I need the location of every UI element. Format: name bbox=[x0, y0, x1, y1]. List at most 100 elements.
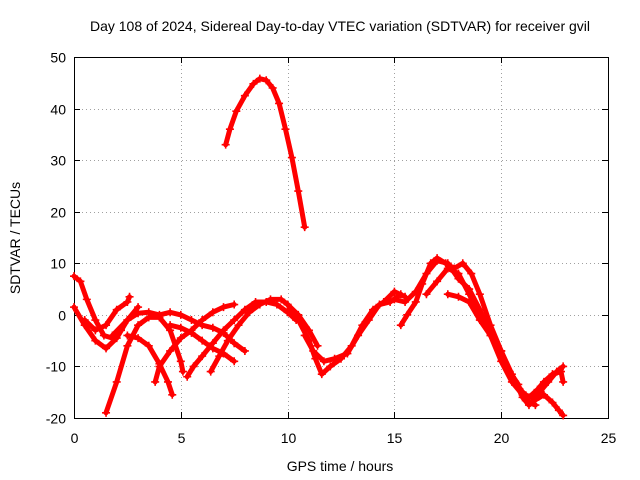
data-point bbox=[281, 125, 290, 134]
data-point bbox=[102, 344, 111, 353]
data-point bbox=[255, 74, 264, 83]
data-point bbox=[401, 297, 410, 306]
series-arc-10 bbox=[206, 295, 322, 376]
data-point bbox=[219, 303, 228, 312]
data-point bbox=[313, 341, 322, 350]
data-point bbox=[123, 316, 132, 325]
data-point bbox=[403, 310, 412, 319]
data-point bbox=[183, 372, 192, 381]
data-point bbox=[134, 309, 143, 318]
data-point bbox=[176, 357, 185, 366]
data-point bbox=[343, 349, 352, 358]
data-point bbox=[230, 357, 239, 366]
data-point bbox=[524, 393, 533, 402]
data-point bbox=[123, 297, 132, 306]
data-point bbox=[467, 269, 476, 278]
data-point bbox=[144, 341, 153, 350]
data-point bbox=[102, 408, 111, 417]
data-point bbox=[559, 377, 568, 386]
data-point bbox=[458, 259, 467, 268]
data-point bbox=[215, 352, 224, 361]
data-point bbox=[294, 316, 303, 325]
y-tick-label: 50 bbox=[50, 50, 66, 66]
data-point bbox=[465, 290, 474, 299]
data-point bbox=[475, 290, 484, 299]
y-axis-label: SDTVAR / TECUs bbox=[7, 182, 23, 294]
data-point bbox=[151, 377, 160, 386]
data-point bbox=[539, 390, 548, 399]
data-point bbox=[277, 295, 286, 304]
data-point bbox=[422, 290, 431, 299]
data-point bbox=[230, 339, 239, 348]
x-tick-label: 0 bbox=[71, 430, 79, 446]
data-point bbox=[524, 401, 533, 410]
data-point bbox=[266, 295, 275, 304]
data-point bbox=[287, 153, 296, 162]
data-point bbox=[554, 406, 563, 415]
data-point bbox=[166, 321, 175, 330]
data-point bbox=[354, 331, 363, 340]
data-point bbox=[396, 290, 405, 299]
series-arc-13 bbox=[300, 290, 405, 366]
data-point bbox=[206, 367, 215, 376]
y-tick-label: -20 bbox=[46, 411, 66, 427]
data-series bbox=[70, 74, 568, 420]
data-point bbox=[319, 357, 328, 366]
data-point bbox=[326, 362, 335, 371]
data-point bbox=[375, 300, 384, 309]
data-point bbox=[91, 316, 100, 325]
y-tick-label: -10 bbox=[46, 359, 66, 375]
x-tick-label: 15 bbox=[387, 430, 403, 446]
x-axis-label: GPS time / hours bbox=[287, 458, 394, 474]
data-point bbox=[112, 377, 121, 386]
data-point bbox=[465, 297, 474, 306]
x-tick-label: 20 bbox=[494, 430, 510, 446]
data-point bbox=[230, 300, 239, 309]
data-point bbox=[240, 91, 249, 100]
data-point bbox=[533, 385, 542, 394]
data-point bbox=[225, 125, 234, 134]
data-point bbox=[507, 377, 516, 386]
data-point bbox=[219, 326, 228, 335]
data-point bbox=[176, 334, 185, 343]
data-point bbox=[275, 99, 284, 108]
data-point bbox=[245, 308, 254, 317]
data-point bbox=[390, 295, 399, 304]
data-point bbox=[255, 300, 264, 309]
data-point bbox=[187, 316, 196, 325]
data-point bbox=[390, 287, 399, 296]
data-point bbox=[123, 331, 132, 340]
data-point bbox=[518, 388, 527, 397]
data-point bbox=[486, 331, 495, 340]
data-point bbox=[294, 187, 303, 196]
y-axis-ticks: -20 -10 0 10 20 30 40 50 bbox=[46, 50, 608, 427]
data-point bbox=[232, 107, 241, 116]
series-arc-16 bbox=[422, 264, 568, 420]
series-trace bbox=[208, 296, 320, 375]
data-point bbox=[221, 140, 230, 149]
data-point bbox=[300, 331, 309, 340]
series-trace bbox=[184, 299, 299, 380]
data-point bbox=[475, 316, 484, 325]
data-point bbox=[82, 295, 91, 304]
data-point bbox=[208, 308, 217, 317]
data-point bbox=[422, 269, 431, 278]
data-point bbox=[364, 316, 373, 325]
data-point bbox=[262, 76, 271, 85]
data-point bbox=[240, 305, 249, 314]
y-tick-label: 30 bbox=[50, 153, 66, 169]
data-point bbox=[548, 370, 557, 379]
series-arc-18 bbox=[518, 367, 568, 402]
chart-title: Day 108 of 2024, Sidereal Day-to-day VTE… bbox=[90, 18, 590, 34]
y-tick-label: 20 bbox=[50, 205, 66, 221]
data-point bbox=[208, 323, 217, 332]
data-point bbox=[187, 328, 196, 337]
data-point bbox=[134, 321, 143, 330]
data-point bbox=[497, 357, 506, 366]
data-point bbox=[108, 331, 117, 340]
data-point bbox=[443, 290, 452, 299]
data-point bbox=[163, 377, 172, 386]
data-point bbox=[396, 321, 405, 330]
